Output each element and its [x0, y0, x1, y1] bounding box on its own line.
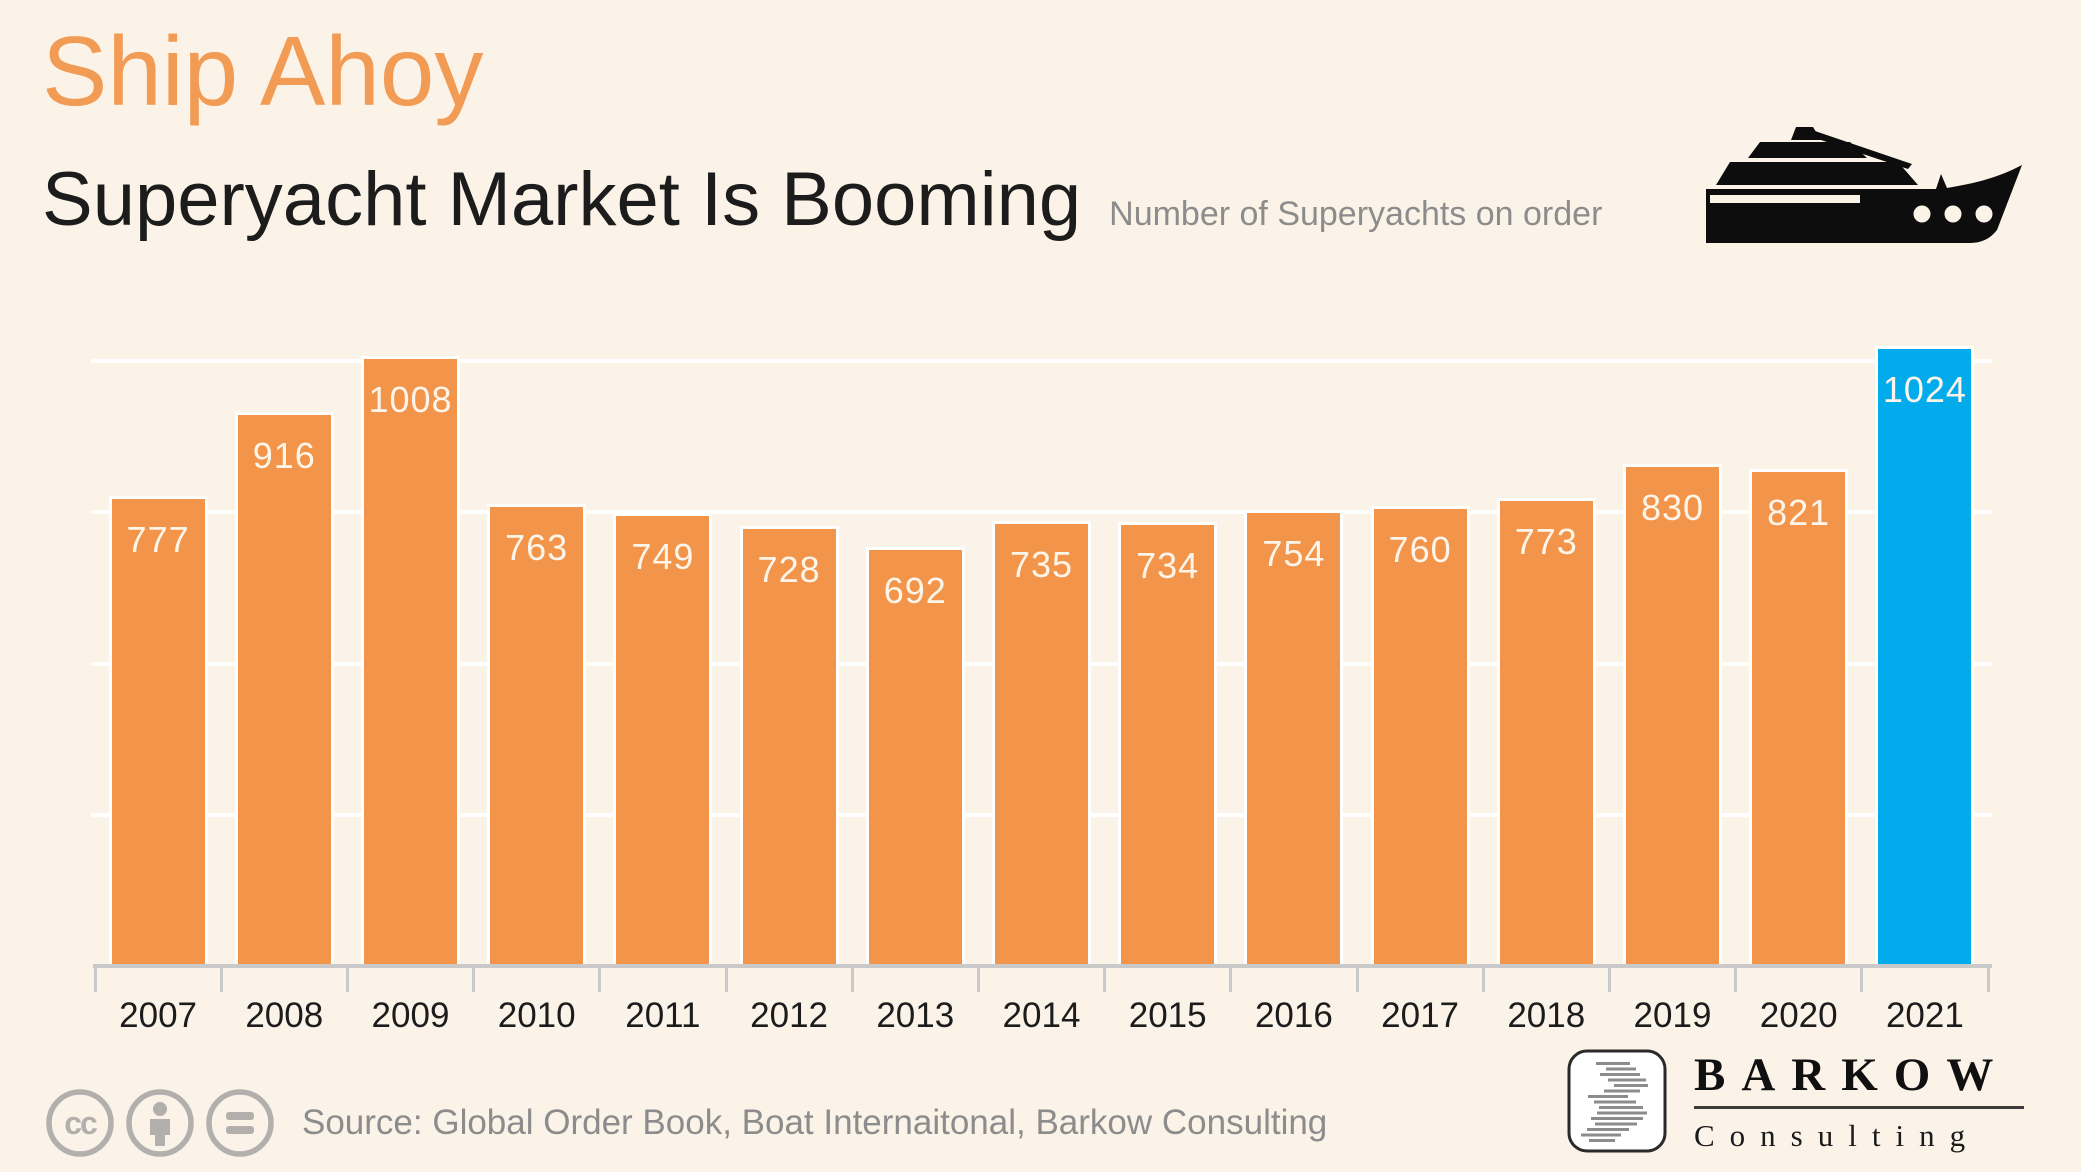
- bar-value-label: 734: [1136, 544, 1200, 586]
- bar-2013: 692: [865, 547, 965, 966]
- bar-value-label: 692: [883, 570, 947, 612]
- x-axis-tick: [1481, 964, 1485, 992]
- x-axis-tick: [1103, 964, 1107, 992]
- gridline-1000: [91, 359, 1992, 363]
- x-axis-tick: [1986, 964, 1990, 992]
- bar-2021: 1024: [1875, 346, 1975, 966]
- bar-value-label: 760: [1388, 529, 1452, 571]
- x-axis-tick: [1734, 964, 1738, 992]
- x-axis-tick: [345, 964, 349, 992]
- bar-value-label: 763: [505, 527, 569, 569]
- subtitle-row: Superyacht Market Is Booming Number of S…: [42, 158, 1602, 242]
- x-axis-label-2018: 2018: [1507, 996, 1586, 1035]
- barkow-logo-subtitle: Consulting: [1694, 1118, 1981, 1153]
- bar-value-label: 754: [1262, 532, 1326, 574]
- cc-icon: cc: [46, 1089, 114, 1157]
- bar-2018: 773: [1496, 498, 1596, 966]
- bar-2010: 763: [487, 504, 587, 966]
- bar-2014: 735: [992, 521, 1091, 966]
- gridline-750: [91, 510, 1992, 515]
- bar-value-label: 1008: [368, 379, 453, 421]
- license-icons: cc: [45, 1088, 275, 1158]
- x-axis-tick: [976, 964, 980, 992]
- page-subtitle: Superyacht Market Is Booming: [42, 157, 1082, 242]
- x-axis-tick: [598, 964, 602, 992]
- bar-2007: 777: [108, 495, 208, 966]
- x-axis-label-2011: 2011: [625, 996, 701, 1035]
- attribution-person-icon: [126, 1089, 194, 1157]
- x-axis-tick: [1229, 964, 1233, 992]
- series-label: Number of Superyachts on order: [1109, 195, 1603, 233]
- x-axis-tick: [1860, 964, 1864, 992]
- bar-2012: 728: [739, 525, 839, 966]
- x-axis-tick: [219, 964, 223, 992]
- x-axis-tick: [93, 964, 97, 992]
- x-axis-label-2021: 2021: [1885, 996, 1964, 1035]
- bar-value-label: 749: [631, 535, 695, 577]
- x-axis-label-2015: 2015: [1128, 996, 1207, 1035]
- x-axis-label-2010: 2010: [497, 996, 576, 1035]
- bar-2019: 830: [1623, 463, 1722, 966]
- bar-value-label: 916: [252, 434, 316, 476]
- bar-value-label: 1024: [1882, 369, 1967, 411]
- x-axis-label-2007: 2007: [119, 996, 198, 1035]
- bar-2017: 760: [1370, 506, 1470, 966]
- source-text: Source: Global Order Book, Boat Internai…: [302, 1103, 1328, 1142]
- barkow-logo-text: BARKOW Consulting: [1694, 1048, 2030, 1154]
- page-title: Ship Ahoy: [42, 16, 484, 126]
- svg-text:cc: cc: [64, 1105, 97, 1141]
- barkow-logo-title: BARKOW: [1694, 1049, 2010, 1101]
- barkow-logo-rule: [1694, 1106, 2024, 1109]
- x-axis-label-2009: 2009: [371, 996, 450, 1035]
- bar-2011: 749: [613, 512, 713, 966]
- bar-value-label: 773: [1514, 521, 1578, 563]
- bar-value-label: 830: [1640, 486, 1705, 528]
- x-axis-line: [93, 964, 1992, 968]
- bar-value-label: 728: [757, 548, 821, 590]
- bar-2016: 754: [1244, 509, 1344, 966]
- x-axis-tick: [850, 964, 854, 992]
- bar-2009: 1008: [361, 356, 460, 966]
- bar-value-label: 777: [126, 518, 190, 560]
- barkow-logo: BARKOW Consulting: [1566, 1048, 2030, 1154]
- x-axis-label-2008: 2008: [245, 996, 324, 1035]
- equals-nd-icon: [206, 1089, 274, 1157]
- bar-value-label: 735: [1009, 544, 1074, 586]
- x-axis-label-2012: 2012: [750, 996, 829, 1035]
- yacht-icon: [1706, 127, 2022, 243]
- x-axis-label-2020: 2020: [1759, 996, 1838, 1035]
- bar-value-label: 821: [1767, 492, 1831, 534]
- barkow-logo-icon: [1567, 1049, 1667, 1153]
- x-axis-label-2014: 2014: [1002, 996, 1081, 1035]
- x-axis-tick: [724, 964, 728, 992]
- x-axis-label-2013: 2013: [876, 996, 955, 1035]
- x-axis-label-2019: 2019: [1633, 996, 1712, 1035]
- x-axis-label-2017: 2017: [1381, 996, 1460, 1035]
- x-axis-tick: [472, 964, 476, 992]
- x-axis-label-2016: 2016: [1254, 996, 1333, 1035]
- bar-2015: 734: [1118, 521, 1218, 966]
- x-axis-tick: [1607, 964, 1611, 992]
- x-axis-tick: [1355, 964, 1359, 992]
- bar-2020: 821: [1749, 469, 1849, 966]
- bar-2008: 916: [234, 411, 334, 966]
